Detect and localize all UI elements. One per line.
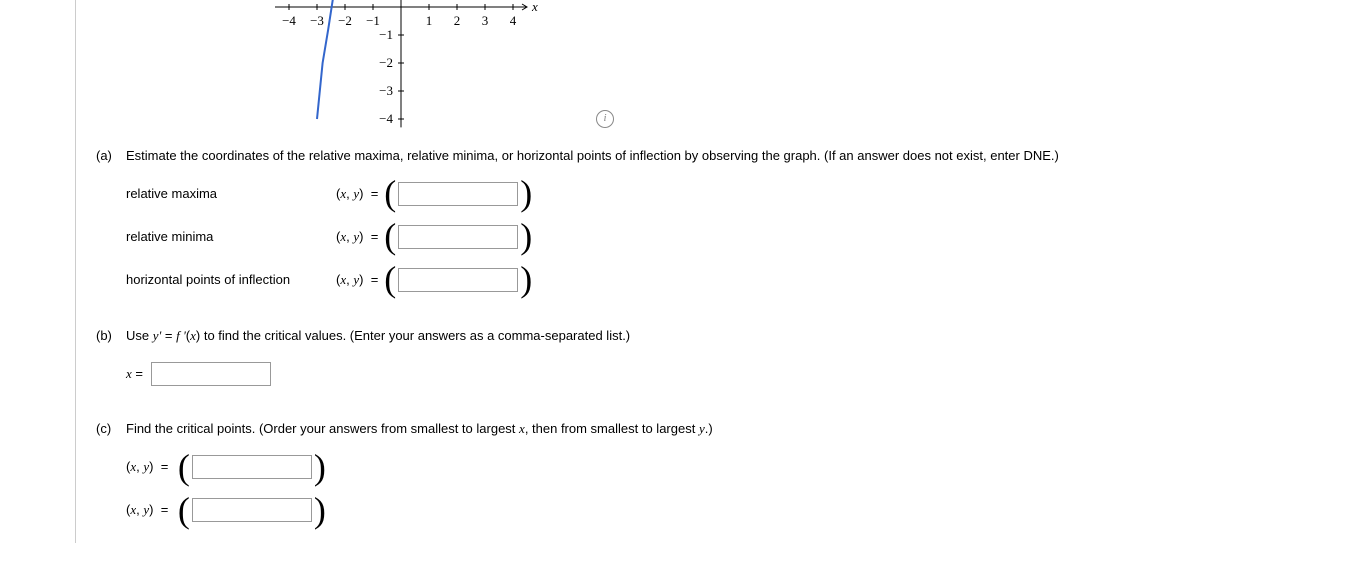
paren-open: (: [178, 455, 190, 480]
paren-open: (: [384, 181, 396, 206]
xy-label: (x, y) =: [336, 186, 378, 202]
paren-close: ): [520, 224, 532, 249]
part-a-label: (a): [96, 148, 126, 163]
input-critical-values[interactable]: [151, 362, 271, 386]
svg-text:4: 4: [510, 13, 517, 28]
row-crit-point-1: (x, y) = ( ): [126, 455, 1354, 480]
section-b: (b) Use y' = f '(x) to find the critical…: [96, 328, 1354, 386]
paren-close: ): [520, 267, 532, 292]
svg-text:−1: −1: [379, 27, 393, 42]
coordinate-graph: x −4 −3 −2 −1 1 2 3 4 −1 −2 −3 −4: [156, 0, 626, 130]
label-rel-minima: relative minima: [126, 229, 336, 244]
part-b-label: (b): [96, 328, 126, 343]
svg-text:−2: −2: [379, 55, 393, 70]
svg-text:x: x: [531, 0, 538, 14]
input-rel-minima[interactable]: [398, 225, 518, 249]
svg-text:1: 1: [426, 13, 433, 28]
xy-label: (x, y) =: [336, 272, 378, 288]
row-critical-values: x =: [126, 362, 1354, 386]
label-horiz-inflection: horizontal points of inflection: [126, 272, 336, 287]
input-crit-point-2[interactable]: [192, 498, 312, 522]
part-a-prompt: Estimate the coordinates of the relative…: [126, 148, 1354, 163]
xy-label: (x, y) =: [336, 229, 378, 245]
info-icon[interactable]: i: [596, 110, 614, 128]
svg-text:−2: −2: [338, 13, 352, 28]
section-a: (a) Estimate the coordinates of the rela…: [96, 148, 1354, 293]
svg-text:3: 3: [482, 13, 489, 28]
svg-text:−3: −3: [310, 13, 324, 28]
paren-close: ): [520, 181, 532, 206]
input-crit-point-1[interactable]: [192, 455, 312, 479]
svg-text:−4: −4: [379, 111, 393, 126]
xy-label: (x, y) =: [126, 459, 172, 475]
paren-close: ): [314, 455, 326, 480]
row-horiz-inflection: horizontal points of inflection (x, y) =…: [126, 267, 1354, 292]
label-rel-maxima: relative maxima: [126, 186, 336, 201]
svg-text:−4: −4: [282, 13, 296, 28]
input-horiz-inflection[interactable]: [398, 268, 518, 292]
part-c-prompt: Find the critical points. (Order your an…: [126, 421, 1354, 437]
svg-text:−3: −3: [379, 83, 393, 98]
paren-close: ): [314, 498, 326, 523]
part-b-prompt: Use y' = f '(x) to find the critical val…: [126, 328, 1354, 344]
paren-open: (: [178, 498, 190, 523]
graph-area: x −4 −3 −2 −1 1 2 3 4 −1 −2 −3 −4 i: [156, 0, 1354, 130]
row-rel-maxima: relative maxima (x, y) = ( ): [126, 181, 1354, 206]
xy-label: (x, y) =: [126, 502, 172, 518]
paren-open: (: [384, 224, 396, 249]
row-rel-minima: relative minima (x, y) = ( ): [126, 224, 1354, 249]
row-crit-point-2: (x, y) = ( ): [126, 498, 1354, 523]
svg-text:−1: −1: [366, 13, 380, 28]
paren-open: (: [384, 267, 396, 292]
section-c: (c) Find the critical points. (Order you…: [96, 421, 1354, 523]
svg-text:2: 2: [454, 13, 461, 28]
part-c-label: (c): [96, 421, 126, 436]
input-rel-maxima[interactable]: [398, 182, 518, 206]
x-equals-label: x =: [126, 366, 143, 382]
